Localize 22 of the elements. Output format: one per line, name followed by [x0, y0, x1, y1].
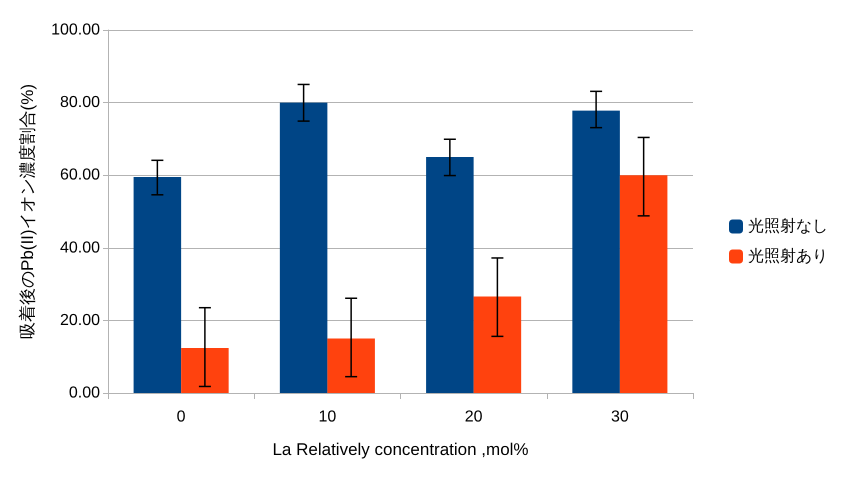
x-tick-label: 10 — [318, 408, 336, 426]
bar — [572, 110, 620, 393]
y-tick-label: 80.00 — [60, 94, 100, 112]
y-tick-label: 100.00 — [51, 22, 100, 38]
y-tick-label: 0.00 — [68, 384, 100, 402]
bar — [280, 102, 328, 393]
y-tick-label: 40.00 — [60, 239, 100, 256]
legend-label: 光照射あり — [748, 247, 828, 265]
bar — [181, 348, 229, 393]
bar — [474, 296, 522, 393]
bar — [327, 338, 375, 393]
x-tick-label: 0 — [176, 408, 186, 426]
y-axis-title: 吸着後のPb(II)イオン濃度割合(%) — [18, 84, 37, 339]
bar — [134, 177, 182, 393]
bar — [620, 175, 668, 393]
y-tick-label: 60.00 — [60, 166, 100, 184]
legend-label: 光照射なし — [748, 217, 828, 235]
bar — [426, 157, 474, 393]
x-tick-label: 20 — [464, 408, 483, 426]
x-axis-title: La Relatively concentration ,mol% — [272, 440, 529, 459]
y-tick-label: 20.00 — [60, 312, 100, 329]
x-tick-label: 30 — [610, 408, 629, 426]
